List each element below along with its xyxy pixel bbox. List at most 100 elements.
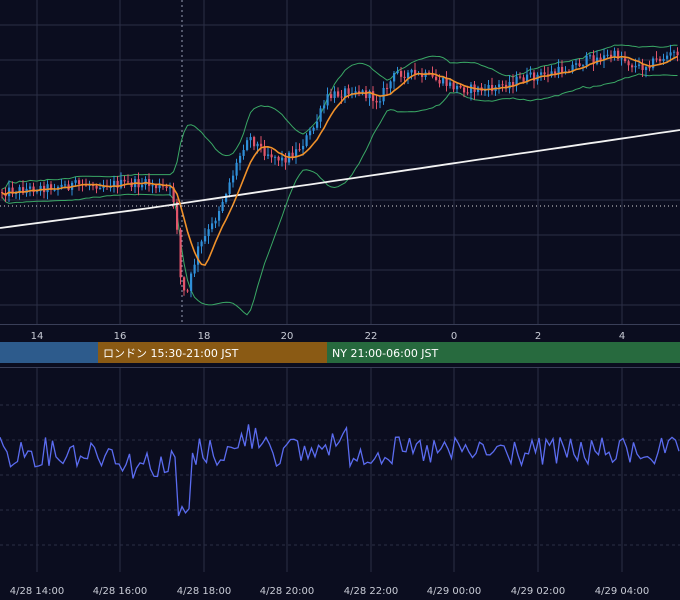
session-block — [98, 342, 327, 363]
candle-body — [522, 77, 525, 83]
candle-body — [554, 71, 557, 74]
candle-body — [176, 202, 179, 230]
candle-body — [543, 72, 546, 75]
hour-tick-label: 14 — [31, 331, 44, 342]
hour-tick-label: 20 — [281, 331, 294, 342]
time-tick-label: 4/28 16:00 — [93, 586, 147, 597]
time-tick-label: 4/28 22:00 — [344, 586, 398, 597]
candle-body — [358, 91, 361, 94]
candle-body — [445, 77, 448, 86]
candle-body — [305, 135, 308, 146]
candle-body — [540, 72, 543, 75]
time-tick-labels: 4/28 14:00 4/28 16:00 4/28 18:00 4/28 20:00… — [10, 586, 649, 597]
candle-body — [631, 65, 634, 68]
candle-body — [193, 264, 196, 274]
bollinger-lower — [1, 73, 678, 316]
candle-body — [375, 100, 378, 103]
candle-body — [414, 69, 417, 75]
candle-body — [463, 87, 466, 93]
time-tick-label: 4/29 04:00 — [595, 586, 649, 597]
moving-average-short-line — [1, 55, 678, 267]
candle-body — [53, 189, 56, 191]
candle-body — [578, 63, 581, 67]
candle-body — [526, 74, 529, 83]
moving-average-long — [0, 129, 680, 229]
candle-body — [95, 185, 98, 189]
candle-body — [344, 88, 347, 98]
candle-body — [281, 157, 284, 161]
candle-body — [512, 81, 515, 86]
candle-body — [148, 179, 151, 186]
hour-tick-label: 2 — [535, 331, 541, 342]
candle-body — [284, 157, 287, 163]
candle-body — [487, 84, 490, 90]
candle-body — [64, 184, 67, 186]
candle-body — [431, 73, 434, 77]
candle-body — [337, 91, 340, 97]
candle-body — [435, 76, 438, 80]
candle-body — [354, 91, 357, 93]
candle-body — [218, 211, 221, 221]
candle-body — [225, 193, 228, 202]
candle-body — [361, 90, 364, 94]
candle-body — [403, 76, 406, 78]
candle-body — [438, 79, 441, 84]
candle-body — [298, 149, 301, 151]
candle-body — [228, 182, 231, 194]
candle-body — [32, 186, 35, 193]
candle-body — [333, 91, 336, 98]
candle-body — [211, 223, 214, 230]
bollinger-upper — [1, 44, 678, 190]
candle-body — [673, 51, 676, 53]
candle-body — [274, 156, 277, 158]
candle-body — [179, 229, 182, 278]
candle-body — [627, 61, 630, 66]
candle-body — [263, 146, 266, 156]
candle-body — [312, 127, 315, 131]
candle-body — [200, 241, 203, 247]
candle-body — [330, 94, 333, 98]
candle-body — [365, 90, 368, 99]
candle-body — [295, 149, 298, 158]
candle-body — [214, 220, 217, 224]
candle-body — [561, 66, 564, 74]
candle-body — [659, 58, 662, 62]
hour-tick-label: 4 — [619, 331, 625, 342]
candle-body — [386, 87, 389, 89]
candle-body — [50, 184, 53, 190]
candle-body — [491, 84, 494, 92]
candle-body — [207, 229, 210, 237]
candle-body — [277, 156, 280, 161]
candle-body — [11, 187, 14, 194]
candle-body — [645, 67, 648, 71]
candle-body — [270, 154, 273, 158]
candle-body — [655, 58, 658, 60]
candles — [1, 44, 679, 298]
candle-body — [239, 155, 242, 163]
candle-body — [60, 184, 63, 187]
session-bar: ロンドン 15:30-21:00 JST NY 21:00-06:00 JST — [0, 342, 680, 363]
candle-body — [302, 145, 305, 150]
candle-body — [515, 76, 518, 86]
candle-body — [610, 54, 613, 58]
session-label: ロンドン 15:30-21:00 JST — [103, 347, 239, 360]
candle-body — [613, 50, 616, 58]
candle-body — [575, 63, 578, 65]
candle-body — [46, 184, 49, 193]
candle-body — [29, 186, 32, 189]
candle-body — [221, 201, 224, 212]
candle-body — [249, 137, 252, 141]
candle-body — [641, 64, 644, 71]
candle-body — [557, 66, 560, 74]
candle-body — [589, 55, 592, 57]
moving-average-long-line — [0, 129, 680, 229]
oscillator-series-line — [0, 424, 680, 517]
session-block — [0, 342, 98, 363]
candle-body — [246, 140, 249, 150]
candle-body — [18, 187, 21, 194]
time-tick-label: 4/28 18:00 — [177, 586, 231, 597]
candle-body — [242, 149, 245, 156]
candle-body — [141, 184, 144, 188]
candle-body — [389, 81, 392, 89]
candle-body — [582, 65, 585, 67]
